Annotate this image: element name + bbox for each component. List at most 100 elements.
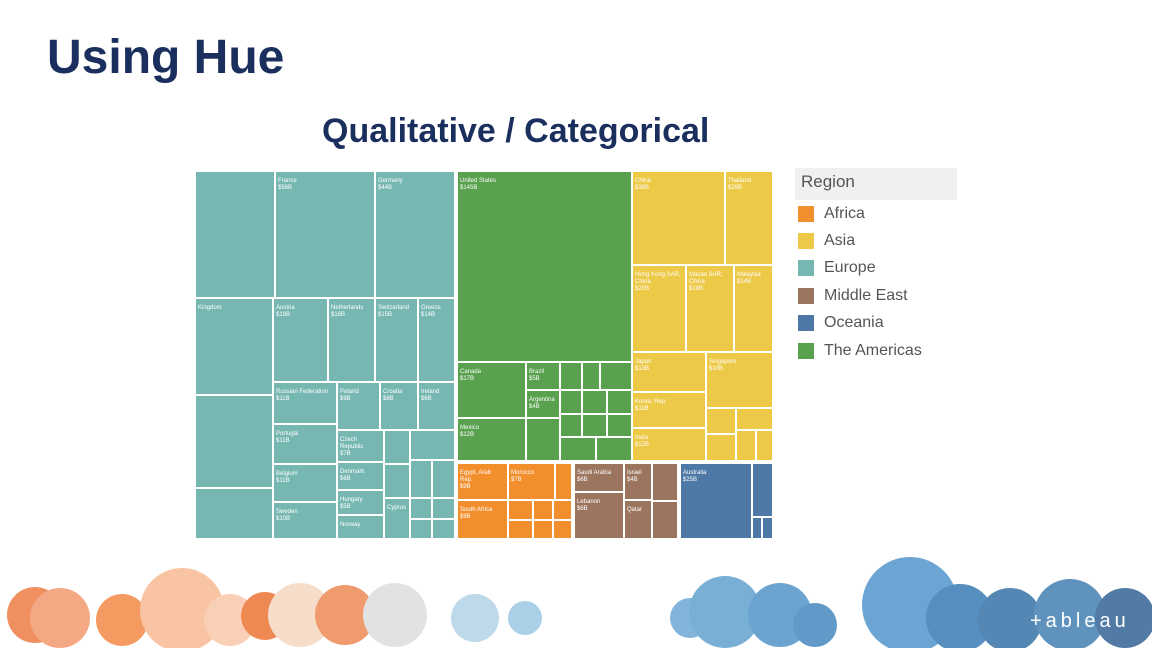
tile: Denmark $6B	[337, 462, 384, 490]
tile	[410, 519, 432, 539]
tile: Brazil $5B	[526, 362, 560, 390]
tile-label: Macao SAR, China	[689, 272, 723, 285]
tile: France $56B	[275, 171, 375, 298]
tile: Macao SAR, China $18B	[686, 265, 734, 352]
legend-item: Oceania	[795, 310, 957, 337]
tile-value: $6B	[577, 506, 588, 512]
legend-label: Europe	[824, 259, 876, 277]
tile	[736, 408, 773, 430]
tile-value: $38B	[635, 185, 650, 191]
tile: Malaysia $14B	[734, 265, 773, 352]
tile: Japan $13B	[632, 352, 706, 392]
tile: Germany $44B	[375, 171, 455, 298]
tile	[652, 501, 678, 539]
tile: Ireland $6B	[418, 382, 455, 430]
tile-label: Saudi Arabia	[577, 470, 612, 476]
tile-value: $14B	[737, 279, 752, 285]
tile-label: Croatia	[383, 389, 403, 395]
tile: Canada $17B	[457, 362, 526, 418]
tile-value: $11B	[276, 396, 290, 402]
tile: Lebanon $6B	[574, 492, 624, 539]
legend-swatch	[798, 287, 814, 304]
legend-swatch	[798, 205, 814, 222]
tile	[195, 488, 273, 539]
tile-label: Hungary	[340, 497, 363, 503]
tile	[600, 362, 632, 390]
tile-value: $6B	[340, 476, 351, 482]
tile-value: $8B	[383, 396, 394, 402]
legend-item: Africa	[795, 200, 957, 227]
tile: Korea, Rep. $11B	[632, 392, 706, 428]
legend-label: Middle East	[824, 286, 908, 304]
tile	[582, 414, 607, 437]
tile	[652, 463, 678, 501]
tile-label: China	[635, 178, 651, 184]
tile: Sweden $10B	[273, 502, 337, 539]
tile-label: Sweden	[276, 509, 298, 515]
tile	[432, 498, 455, 519]
tile-value: $9B	[340, 396, 351, 402]
tile	[384, 464, 410, 498]
tile	[607, 390, 632, 414]
tile-value: $4B	[529, 404, 540, 410]
tile-label: Russian Federation	[276, 389, 329, 395]
tile: Switzerland $15B	[375, 298, 418, 382]
legend-label: Oceania	[824, 314, 884, 332]
tile	[533, 520, 553, 539]
legend-item: Europe	[795, 255, 957, 282]
tile	[762, 517, 773, 539]
tile	[736, 430, 756, 461]
tile-value: $11B	[276, 478, 290, 484]
tile-value: $7B	[511, 477, 522, 483]
tile: Argentina $4B	[526, 390, 560, 418]
tile	[560, 390, 582, 414]
tile-value: $17B	[460, 376, 475, 382]
tile-value: $12B	[460, 432, 475, 438]
tile-value: $13B	[635, 366, 650, 372]
tile-value: $4B	[627, 477, 638, 483]
tile-value: $12B	[635, 442, 650, 448]
tile: Greece $14B	[418, 298, 455, 382]
tile-value: $56B	[278, 185, 293, 191]
tile-value: $18B	[331, 312, 346, 318]
tile: Poland $9B	[337, 382, 380, 430]
tile-label: Australia	[683, 470, 707, 476]
tile-value: $9B	[460, 514, 471, 520]
tile	[607, 414, 632, 437]
tile-label: Israel	[627, 470, 642, 476]
tile	[410, 498, 432, 519]
tile-value: $18B	[689, 286, 704, 292]
tile	[582, 362, 600, 390]
legend-item: Middle East	[795, 282, 957, 309]
tile	[582, 390, 607, 414]
tile	[410, 460, 432, 498]
tile	[410, 430, 455, 460]
tile-label: Lebanon	[577, 499, 601, 505]
tile	[555, 463, 572, 500]
legend-item: The Americas	[795, 337, 957, 364]
tile-value: $15B	[378, 312, 393, 318]
tile-label: Kingdom	[198, 305, 222, 311]
tile-label: Brazil	[529, 369, 545, 375]
legend-label: The Americas	[824, 341, 922, 359]
tile-label: Czech Republic	[340, 437, 364, 450]
tile: Cyprus	[384, 498, 410, 539]
tile	[508, 500, 533, 520]
tile-label: Korea, Rep.	[635, 399, 668, 405]
tile	[560, 414, 582, 437]
tile	[533, 500, 553, 520]
tile-value: $7B	[340, 451, 351, 457]
tile	[553, 520, 572, 539]
tile: Norway	[337, 515, 384, 539]
tile: Kingdom	[195, 298, 273, 395]
tile-label: Netherlands	[331, 305, 364, 311]
tile	[553, 500, 572, 520]
tile-value: $145B	[460, 185, 478, 191]
tile	[596, 437, 632, 461]
tile-label: Argentina	[529, 397, 555, 403]
tile	[432, 460, 455, 498]
tile-label: Poland	[340, 389, 359, 395]
